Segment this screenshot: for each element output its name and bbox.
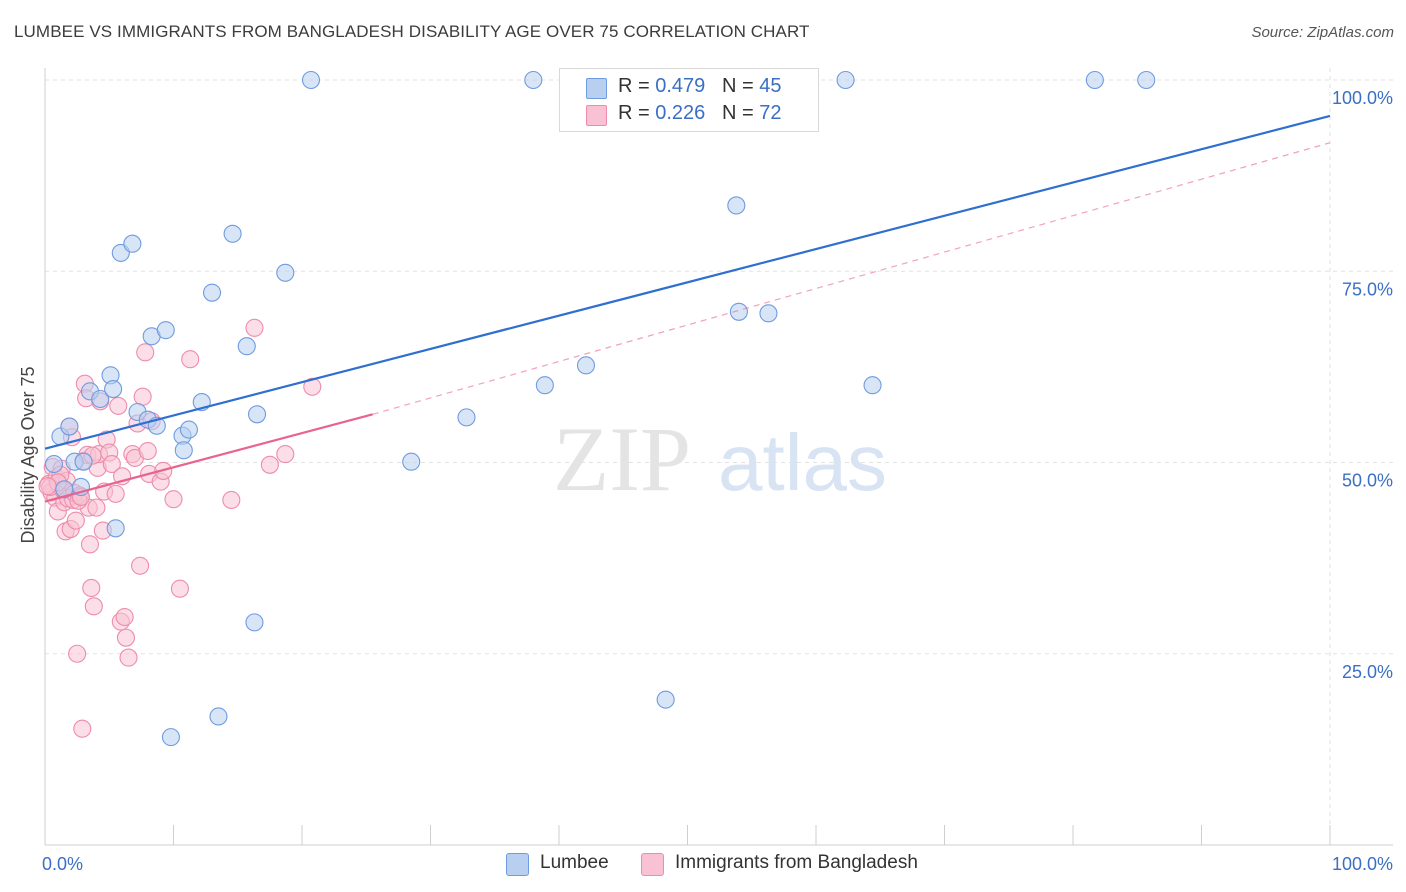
bangladesh-point (68, 644, 87, 663)
bangladesh-legend-label: Immigrants from Bangladesh (675, 852, 918, 873)
lumbee-point (656, 690, 675, 709)
x-tick-label: 100.0% (1332, 854, 1393, 874)
bangladesh-swatch (586, 105, 607, 126)
y-tick-label: 50.0% (1342, 471, 1393, 491)
lumbee-point (106, 519, 125, 538)
lumbee-point (203, 283, 222, 302)
lumbee-trend-line (44, 114, 1331, 450)
bangladesh-point (260, 455, 279, 474)
x-tick-labels: 0.0% 100.0% (42, 854, 1393, 874)
lumbee-point (276, 263, 295, 282)
lumbee-point (60, 417, 79, 436)
lumbee-point (74, 452, 93, 471)
bangladesh-point (80, 535, 100, 554)
bangladesh-point (119, 648, 138, 667)
series-lumbee-points (44, 70, 1156, 747)
lumbee-point (247, 405, 267, 424)
lumbee-point (301, 70, 321, 90)
lumbee-point (729, 302, 748, 321)
lumbee-point (1137, 70, 1156, 90)
n-value: 72 (759, 102, 782, 124)
lumbee-legend-label: Lumbee (540, 852, 609, 873)
series-bangladesh-points (38, 318, 322, 738)
x-tick-label: 0.0% (42, 854, 83, 874)
bangladesh-trend-line (44, 413, 373, 503)
lumbee-point (156, 321, 175, 340)
lumbee-point (535, 376, 554, 395)
bangladesh-point (303, 377, 322, 396)
lumbee-point (209, 707, 228, 726)
r-value: 0.226 (655, 102, 706, 124)
correlation-legend: R = 0.479 N = 45 R = 0.226 N = 72 (559, 68, 819, 132)
lumbee-point (55, 480, 74, 499)
lumbee-point (1085, 70, 1104, 90)
lumbee-swatch (586, 78, 607, 99)
n-label: N = (721, 75, 760, 97)
lumbee-point (223, 224, 242, 243)
n-value: 45 (759, 75, 782, 97)
lumbee-point (727, 196, 746, 215)
bangladesh-point (38, 477, 57, 496)
lumbee-point (402, 452, 421, 471)
y-tick-label: 100.0% (1332, 88, 1393, 108)
lumbee-point (44, 454, 64, 474)
y-tick-labels: 25.0% 50.0% 75.0% 100.0% (1332, 88, 1393, 682)
y-tick-label: 25.0% (1342, 662, 1393, 682)
bangladesh-point (66, 511, 85, 530)
bangladesh-trend-extension (372, 142, 1331, 415)
bangladesh-point (181, 350, 200, 369)
bangladesh-point (136, 343, 155, 362)
bangladesh-point (102, 454, 121, 474)
bangladesh-legend-swatch (641, 853, 664, 876)
watermark-atlas: atlas (718, 418, 887, 507)
y-tick-label: 75.0% (1342, 279, 1393, 299)
axes (44, 68, 1393, 846)
source-label: Source: ZipAtlas.com (1251, 24, 1394, 41)
chart-title: LUMBEE VS IMMIGRANTS FROM BANGLADESH DIS… (14, 22, 810, 41)
legend-row-lumbee-text: R = 0.479 N = 45 (618, 75, 781, 98)
lumbee-point (524, 70, 543, 90)
bangladesh-point (84, 597, 103, 616)
trend-lines (44, 114, 1331, 503)
bangladesh-point (164, 490, 183, 509)
bangladesh-point (170, 579, 189, 598)
lumbee-point (104, 380, 123, 399)
lumbee-point (576, 356, 596, 375)
lumbee-point (457, 408, 476, 427)
bangladesh-point (82, 578, 101, 598)
lumbee-point (161, 728, 180, 747)
y-axis-label: Disability Age Over 75 (18, 366, 38, 543)
lumbee-point (759, 304, 778, 323)
lumbee-point (123, 234, 142, 253)
bangladesh-point (109, 396, 128, 415)
n-label: N = (721, 102, 760, 124)
lumbee-point (245, 613, 264, 632)
r-value: 0.479 (655, 75, 706, 97)
lumbee-point (237, 337, 256, 356)
r-label: R = (618, 75, 656, 97)
bangladesh-point (87, 498, 106, 517)
lumbee-point (91, 389, 110, 409)
bangladesh-point (131, 556, 150, 575)
lumbee-point (836, 70, 855, 90)
bangladesh-point (222, 490, 241, 510)
lumbee-point (174, 441, 193, 460)
lumbee-point (179, 420, 198, 439)
lumbee-point (863, 376, 882, 395)
watermark-zip: ZIP (553, 408, 691, 510)
r-label: R = (618, 102, 656, 124)
lumbee-legend-swatch (506, 853, 529, 876)
bangladesh-point (245, 318, 264, 337)
bangladesh-point (106, 484, 125, 503)
watermark: ZIP atlas (553, 408, 887, 510)
bangladesh-point (115, 607, 134, 627)
bangladesh-point (133, 387, 152, 406)
bangladesh-point (73, 719, 92, 738)
bangladesh-point (116, 628, 136, 647)
bangladesh-point (138, 441, 157, 461)
bangladesh-point (276, 445, 295, 464)
legend-row-bangladesh-text: R = 0.226 N = 72 (618, 102, 781, 125)
